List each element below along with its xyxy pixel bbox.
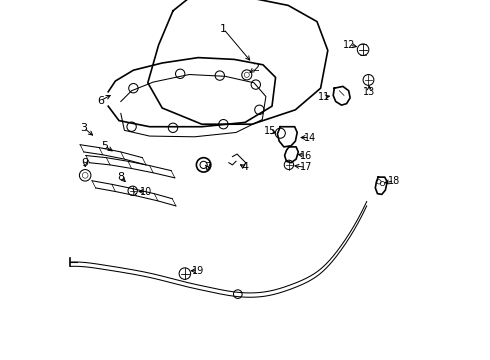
Text: 16: 16 (300, 150, 312, 161)
Text: 1: 1 (220, 24, 227, 34)
Text: 8: 8 (117, 172, 124, 182)
Text: 13: 13 (363, 87, 375, 97)
Text: 11: 11 (318, 92, 330, 102)
Text: 18: 18 (388, 176, 400, 186)
Text: 3: 3 (80, 123, 87, 133)
Text: 14: 14 (304, 132, 316, 143)
Text: 17: 17 (300, 162, 313, 172)
Text: 2: 2 (252, 63, 259, 73)
Text: 12: 12 (343, 40, 356, 50)
Text: 6: 6 (97, 96, 104, 106)
Text: 4: 4 (242, 162, 248, 172)
Text: 10: 10 (140, 186, 152, 197)
Text: 19: 19 (192, 266, 204, 276)
Text: 7: 7 (204, 162, 211, 172)
Text: 9: 9 (82, 158, 89, 168)
Text: 5: 5 (101, 141, 108, 151)
Text: 15: 15 (264, 126, 276, 136)
